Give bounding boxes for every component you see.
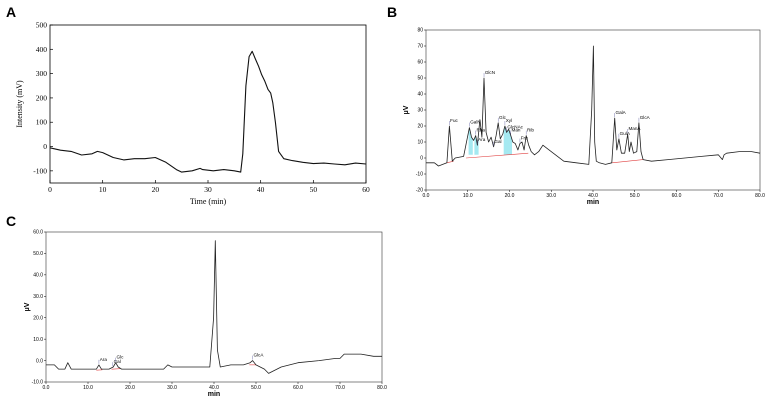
chart-a-xtick-label-0: 0 bbox=[48, 185, 52, 194]
chart-b-peak-fill-0 bbox=[468, 127, 473, 155]
chart-c-ytick-label-2: 10.0 bbox=[33, 337, 43, 343]
chart-b-peak-label-8: Xyl bbox=[506, 118, 512, 123]
chart-c-xtick-label-3: 30.0 bbox=[167, 385, 177, 391]
chart-b-peak-label-7: GlcNAc bbox=[507, 124, 523, 129]
chart-a-ytick-label-4: 300 bbox=[36, 69, 48, 78]
chart-c: 0.0 10.0 20.0 30.0 40.0 50.0 60.0 70.0 80.0 -10.0… bbox=[24, 230, 387, 398]
chart-c-ytick-label-7: 60.0 bbox=[33, 230, 43, 236]
chart-a-xlabel: Time (min) bbox=[190, 197, 227, 206]
chart-a-xtick-label-3: 30 bbox=[204, 185, 212, 194]
chart-b-peak-label-0: Fuc bbox=[450, 118, 458, 123]
chart-c-xlabel: min bbox=[208, 391, 220, 398]
chart-c-peak-label-1: Gal bbox=[114, 359, 121, 364]
chart-b-ytick-label-1: -10 bbox=[416, 172, 423, 178]
chart-c-xtick-label-4: 40.0 bbox=[209, 385, 219, 391]
chart-c-ytick-label-3: 20.0 bbox=[33, 315, 43, 321]
chart-c-ytick-label-6: 50.0 bbox=[33, 251, 43, 257]
chart-b-xtick-label-4: 40.0 bbox=[588, 193, 598, 199]
chart-c-ytick-label-1: 0.0 bbox=[36, 358, 43, 364]
chart-b: 0.0 10.0 20.0 30.0 40.0 50.0 60.0 70.0 80.0 -20 -1… bbox=[403, 28, 765, 206]
chart-b-baseline-1 bbox=[466, 152, 529, 159]
chart-a-xtick-label-6: 60 bbox=[362, 185, 370, 194]
chart-a-ytick-label-6: 500 bbox=[36, 21, 48, 30]
chart-a-ytick-label-0: -100 bbox=[33, 166, 47, 175]
chart-b-xlabel: min bbox=[587, 199, 599, 206]
chart-a-ytick-label-3: 200 bbox=[36, 93, 48, 102]
chart-a-ytick-label-2: 100 bbox=[36, 118, 48, 127]
chart-b-peak-label-1: GalN bbox=[470, 120, 480, 125]
chart-a-xtick-label-5: 50 bbox=[310, 185, 318, 194]
panel-c-label: C bbox=[6, 213, 16, 229]
chart-b-peak-label-14: ManA bbox=[628, 126, 641, 131]
panel-b-label: B bbox=[387, 4, 397, 20]
chart-b-peak-label-10: Fru bbox=[521, 136, 528, 141]
chart-b-xtick-label-1: 10.0 bbox=[463, 193, 473, 199]
chart-a-ytick-label-1: 0 bbox=[43, 142, 47, 151]
chart-c-ylabel: µV bbox=[24, 302, 31, 311]
chart-b-baseline-2 bbox=[612, 159, 644, 164]
chart-b-peak-label-5: Gal bbox=[494, 139, 501, 144]
chart-b-xtick-label-6: 60.0 bbox=[672, 193, 682, 199]
chart-b-xtick-label-2: 20.0 bbox=[505, 193, 515, 199]
chart-b-ytick-label-5: 30 bbox=[417, 108, 423, 114]
chart-b-ytick-label-7: 50 bbox=[417, 76, 423, 82]
chart-b-peak-label-15: GlcA bbox=[640, 115, 651, 120]
chart-c-xtick-label-1: 10.0 bbox=[83, 385, 93, 391]
chart-a-ylabel: Intensity (mV) bbox=[15, 80, 24, 128]
chart-b-peak-label-13: GulA bbox=[620, 131, 631, 136]
chart-a-frame bbox=[49, 24, 367, 184]
chart-b-ytick-label-2: 0 bbox=[420, 156, 423, 162]
chart-b-peak-label-9: Man bbox=[512, 128, 521, 133]
chart-a: 0 10 20 30 40 50 60 -100 0 100 200 300 400 500 Time (m… bbox=[15, 21, 370, 207]
chart-b-ytick-label-9: 70 bbox=[417, 44, 423, 50]
chart-b-series-line bbox=[426, 45, 761, 167]
chart-c-xtick-label-0: 0.0 bbox=[43, 385, 50, 391]
chart-b-ylabel: µV bbox=[403, 105, 410, 114]
chart-c-xtick-label-2: 20.0 bbox=[125, 385, 135, 391]
chart-b-xtick-label-8: 80.0 bbox=[755, 193, 765, 199]
chart-c-xtick-label-7: 70.0 bbox=[335, 385, 345, 391]
chart-c-xtick-label-5: 50.0 bbox=[251, 385, 261, 391]
chart-b-peak-label-4: GlcN bbox=[485, 70, 495, 75]
chart-c-peak-label-0: Ara bbox=[100, 357, 108, 362]
chart-a-xtick-label-2: 20 bbox=[152, 185, 160, 194]
chart-b-peak-label-2: Rha bbox=[476, 128, 485, 133]
chart-c-ytick-label-4: 30.0 bbox=[33, 294, 43, 300]
chart-b-peak-label-6: Glc bbox=[499, 115, 507, 120]
chart-a-series-line bbox=[49, 50, 367, 173]
chart-b-peak-label-12: GalA bbox=[616, 110, 627, 115]
chart-b-peak-label-11: Rib bbox=[527, 128, 534, 133]
chart-b-xtick-label-7: 70.0 bbox=[713, 193, 723, 199]
panel-a-label: A bbox=[6, 4, 16, 20]
chart-a-xtick-label-1: 10 bbox=[99, 185, 107, 194]
chart-c-peak-label-2: Glc bbox=[117, 355, 125, 360]
chart-b-ytick-label-0: -20 bbox=[416, 188, 423, 194]
chart-b-xtick-label-5: 50.0 bbox=[630, 193, 640, 199]
chart-b-ytick-label-3: 10 bbox=[417, 140, 423, 146]
chart-c-peak-label-3: GlcA bbox=[253, 353, 264, 358]
chart-c-xtick-label-8: 80.0 bbox=[377, 385, 387, 391]
chart-b-peak-label-3: Ara bbox=[478, 137, 486, 142]
chart-c-ytick-label-0: -10.0 bbox=[32, 380, 44, 386]
chart-b-peak-fill-1 bbox=[474, 132, 479, 155]
chart-b-ytick-label-10: 80 bbox=[417, 28, 423, 34]
chart-b-ytick-label-6: 40 bbox=[417, 92, 423, 98]
chart-b-ytick-label-8: 60 bbox=[417, 60, 423, 66]
chart-b-xtick-label-0: 0.0 bbox=[423, 193, 430, 199]
chart-b-xtick-label-3: 30.0 bbox=[546, 193, 556, 199]
chart-c-ytick-label-5: 40.0 bbox=[33, 273, 43, 279]
chart-a-ytick-label-5: 400 bbox=[36, 45, 48, 54]
chart-b-ytick-label-4: 20 bbox=[417, 124, 423, 130]
chart-c-series-line bbox=[46, 240, 382, 374]
chart-c-xtick-label-6: 60.0 bbox=[293, 385, 303, 391]
chart-a-xtick-label-4: 40 bbox=[257, 185, 265, 194]
